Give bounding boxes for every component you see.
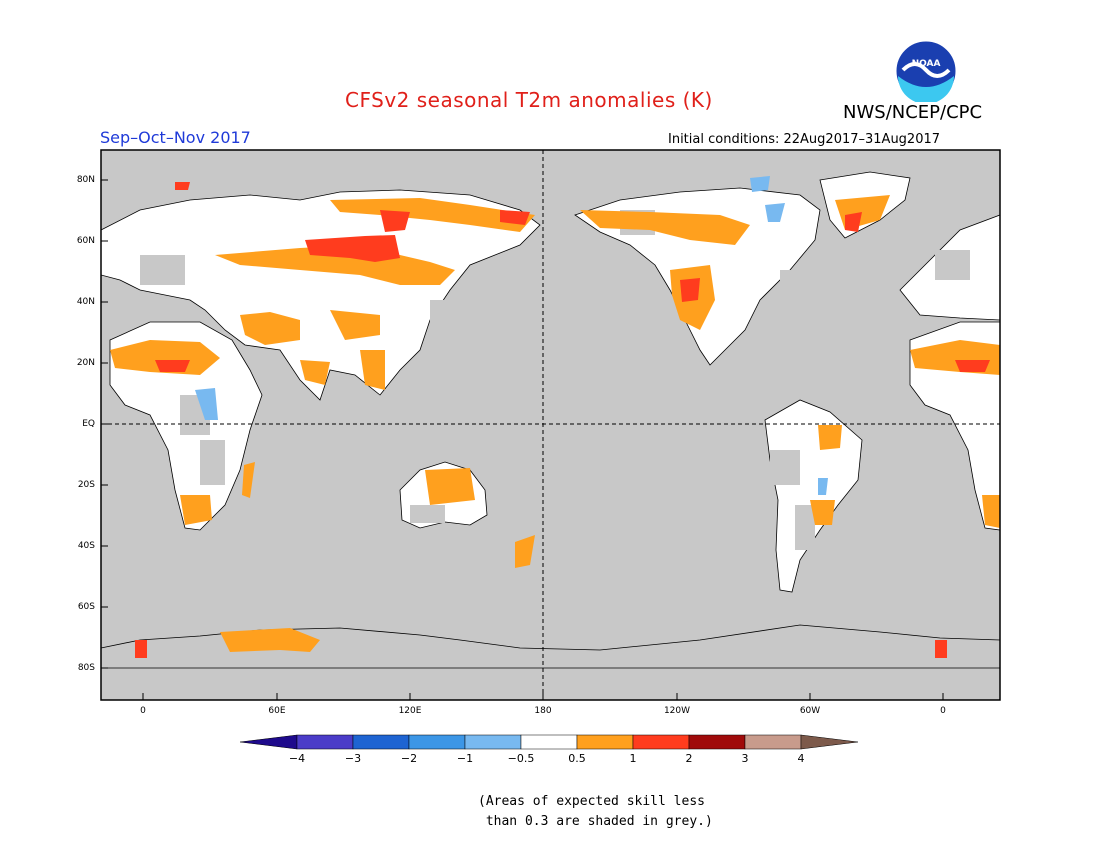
colorbar-label-neg4: −4 bbox=[288, 752, 306, 765]
lat-label-40n: 40N bbox=[76, 297, 95, 307]
season-label: Sep–Oct–Nov 2017 bbox=[100, 128, 251, 147]
colorbar-label-4: 4 bbox=[797, 752, 805, 765]
lon-label-0: 0 bbox=[140, 706, 146, 716]
colorbar-label-neg05: −0.5 bbox=[507, 752, 535, 765]
colorbar-cell-neg3-neg2 bbox=[352, 734, 410, 750]
lon-label-0-east: 0 bbox=[940, 706, 946, 716]
footnote-line2: than 0.3 are shaded in grey.) bbox=[478, 814, 713, 829]
lat-label-80n: 80N bbox=[76, 175, 95, 185]
africa-landmass-east bbox=[909, 321, 1001, 531]
lon-label-60w: 60W bbox=[799, 706, 821, 716]
lat-label-80s: 80S bbox=[77, 663, 95, 673]
colorbar-cell-neutral bbox=[520, 734, 578, 750]
lat-label-eq: EQ bbox=[82, 419, 95, 429]
lat-label-40s: 40S bbox=[77, 541, 95, 551]
map-frame bbox=[100, 149, 1001, 701]
colorbar-label-2: 2 bbox=[685, 752, 693, 765]
noaa-logo: NOAA bbox=[895, 40, 957, 102]
colorbar-label-05: 0.5 bbox=[568, 752, 586, 765]
lon-label-60e: 60E bbox=[268, 706, 286, 716]
agency-label: NWS/NCEP/CPC bbox=[843, 102, 983, 123]
colorbar-cell-05-1 bbox=[576, 734, 634, 750]
colorbar-label-neg1: −1 bbox=[456, 752, 474, 765]
lat-label-60n: 60N bbox=[76, 236, 95, 246]
axis-ticks bbox=[101, 179, 944, 700]
initial-conditions-label: Initial conditions: 22Aug2017–31Aug2017 bbox=[668, 132, 941, 147]
colorbar-cell-1-2 bbox=[632, 734, 690, 750]
lat-label-60s: 60S bbox=[77, 602, 95, 612]
colorbar-cell-neg1-neg05 bbox=[464, 734, 522, 750]
colorbar-cell-gt-4 bbox=[800, 734, 859, 750]
footnote-line1: (Areas of expected skill less bbox=[478, 794, 705, 809]
colorbar-cell-neg4-neg3 bbox=[296, 734, 354, 750]
lon-label-120w: 120W bbox=[663, 706, 691, 716]
logo-text: NOAA bbox=[912, 59, 941, 69]
colorbar-label-3: 3 bbox=[741, 752, 749, 765]
anomaly-1-2 bbox=[135, 182, 990, 658]
lon-label-120e: 120E bbox=[398, 706, 422, 716]
chart-title: CFSv2 seasonal T2m anomalies (K) bbox=[345, 88, 713, 112]
colorbar-cell-2-3 bbox=[688, 734, 746, 750]
colorbar-cell-neg2-neg1 bbox=[408, 734, 466, 750]
lat-label-20n: 20N bbox=[76, 358, 95, 368]
eurasia-landmass bbox=[100, 189, 541, 401]
colorbar-label-neg3: −3 bbox=[344, 752, 362, 765]
colorbar-label-neg2: −2 bbox=[400, 752, 418, 765]
anomaly-neg-0.5-1 bbox=[195, 176, 828, 495]
lat-label-20s: 20S bbox=[77, 480, 95, 490]
colorbar-label-1: 1 bbox=[629, 752, 637, 765]
anomaly-0.5-1 bbox=[110, 195, 1000, 652]
footnote: (Areas of expected skill less than 0.3 a… bbox=[478, 792, 713, 832]
colorbar-cell-3-4 bbox=[744, 734, 802, 750]
lon-label-180: 180 bbox=[534, 706, 552, 716]
colorbar-cell-lt-neg4 bbox=[239, 734, 298, 750]
